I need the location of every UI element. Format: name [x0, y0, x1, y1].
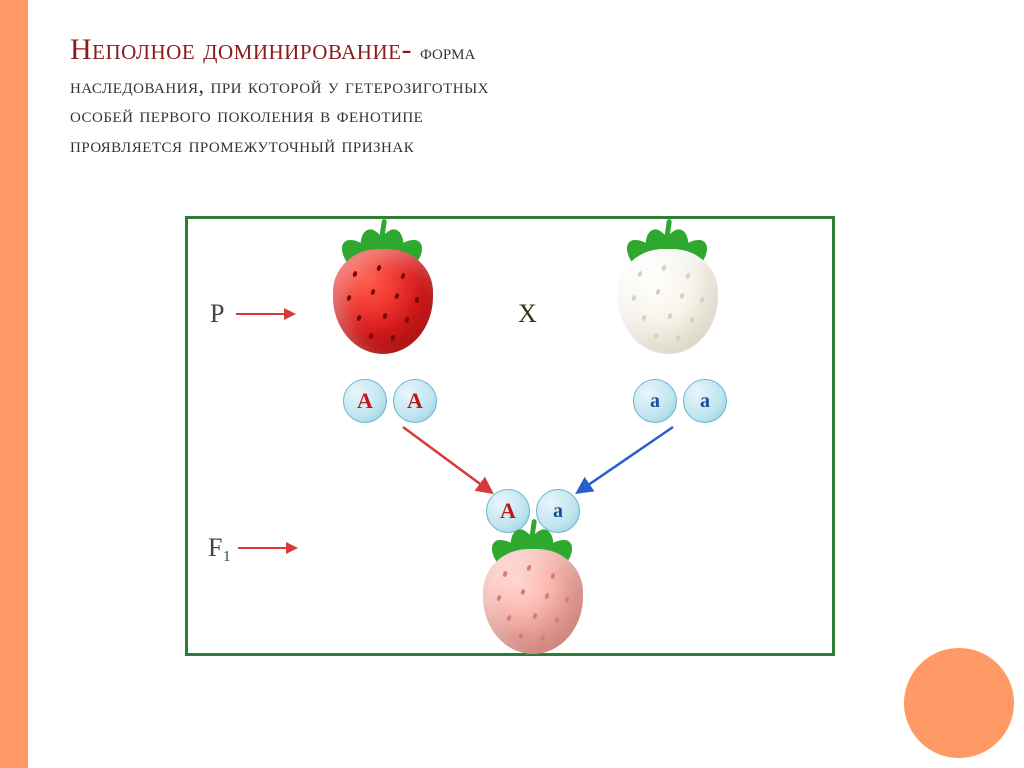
title-line-1: Неполное доминирование- форма	[70, 30, 970, 71]
slide: Неполное доминирование- форма наследован…	[0, 0, 1024, 768]
title-term: Неполное доминирование-	[70, 33, 420, 66]
seeds	[483, 549, 583, 654]
title-block: Неполное доминирование- форма наследован…	[70, 30, 970, 160]
accent-left-bar	[0, 0, 28, 768]
accent-corner-circle	[904, 648, 1014, 758]
allele-offspring-1: A	[486, 489, 530, 533]
offspring-pink-strawberry	[483, 549, 583, 654]
title-rest1: форма	[420, 39, 475, 64]
title-line-3: особей первого поколения в фенотипе	[70, 100, 970, 130]
content-area: Неполное доминирование- форма наследован…	[70, 30, 970, 160]
diagram-box: P F₁ X	[185, 216, 835, 656]
allele-offspring-2: a	[536, 489, 580, 533]
berry-body	[483, 549, 583, 654]
title-line-2: наследования, при которой у гетерозиготн…	[70, 71, 970, 101]
title-line-4: проявляется промежуточный признак	[70, 130, 970, 160]
